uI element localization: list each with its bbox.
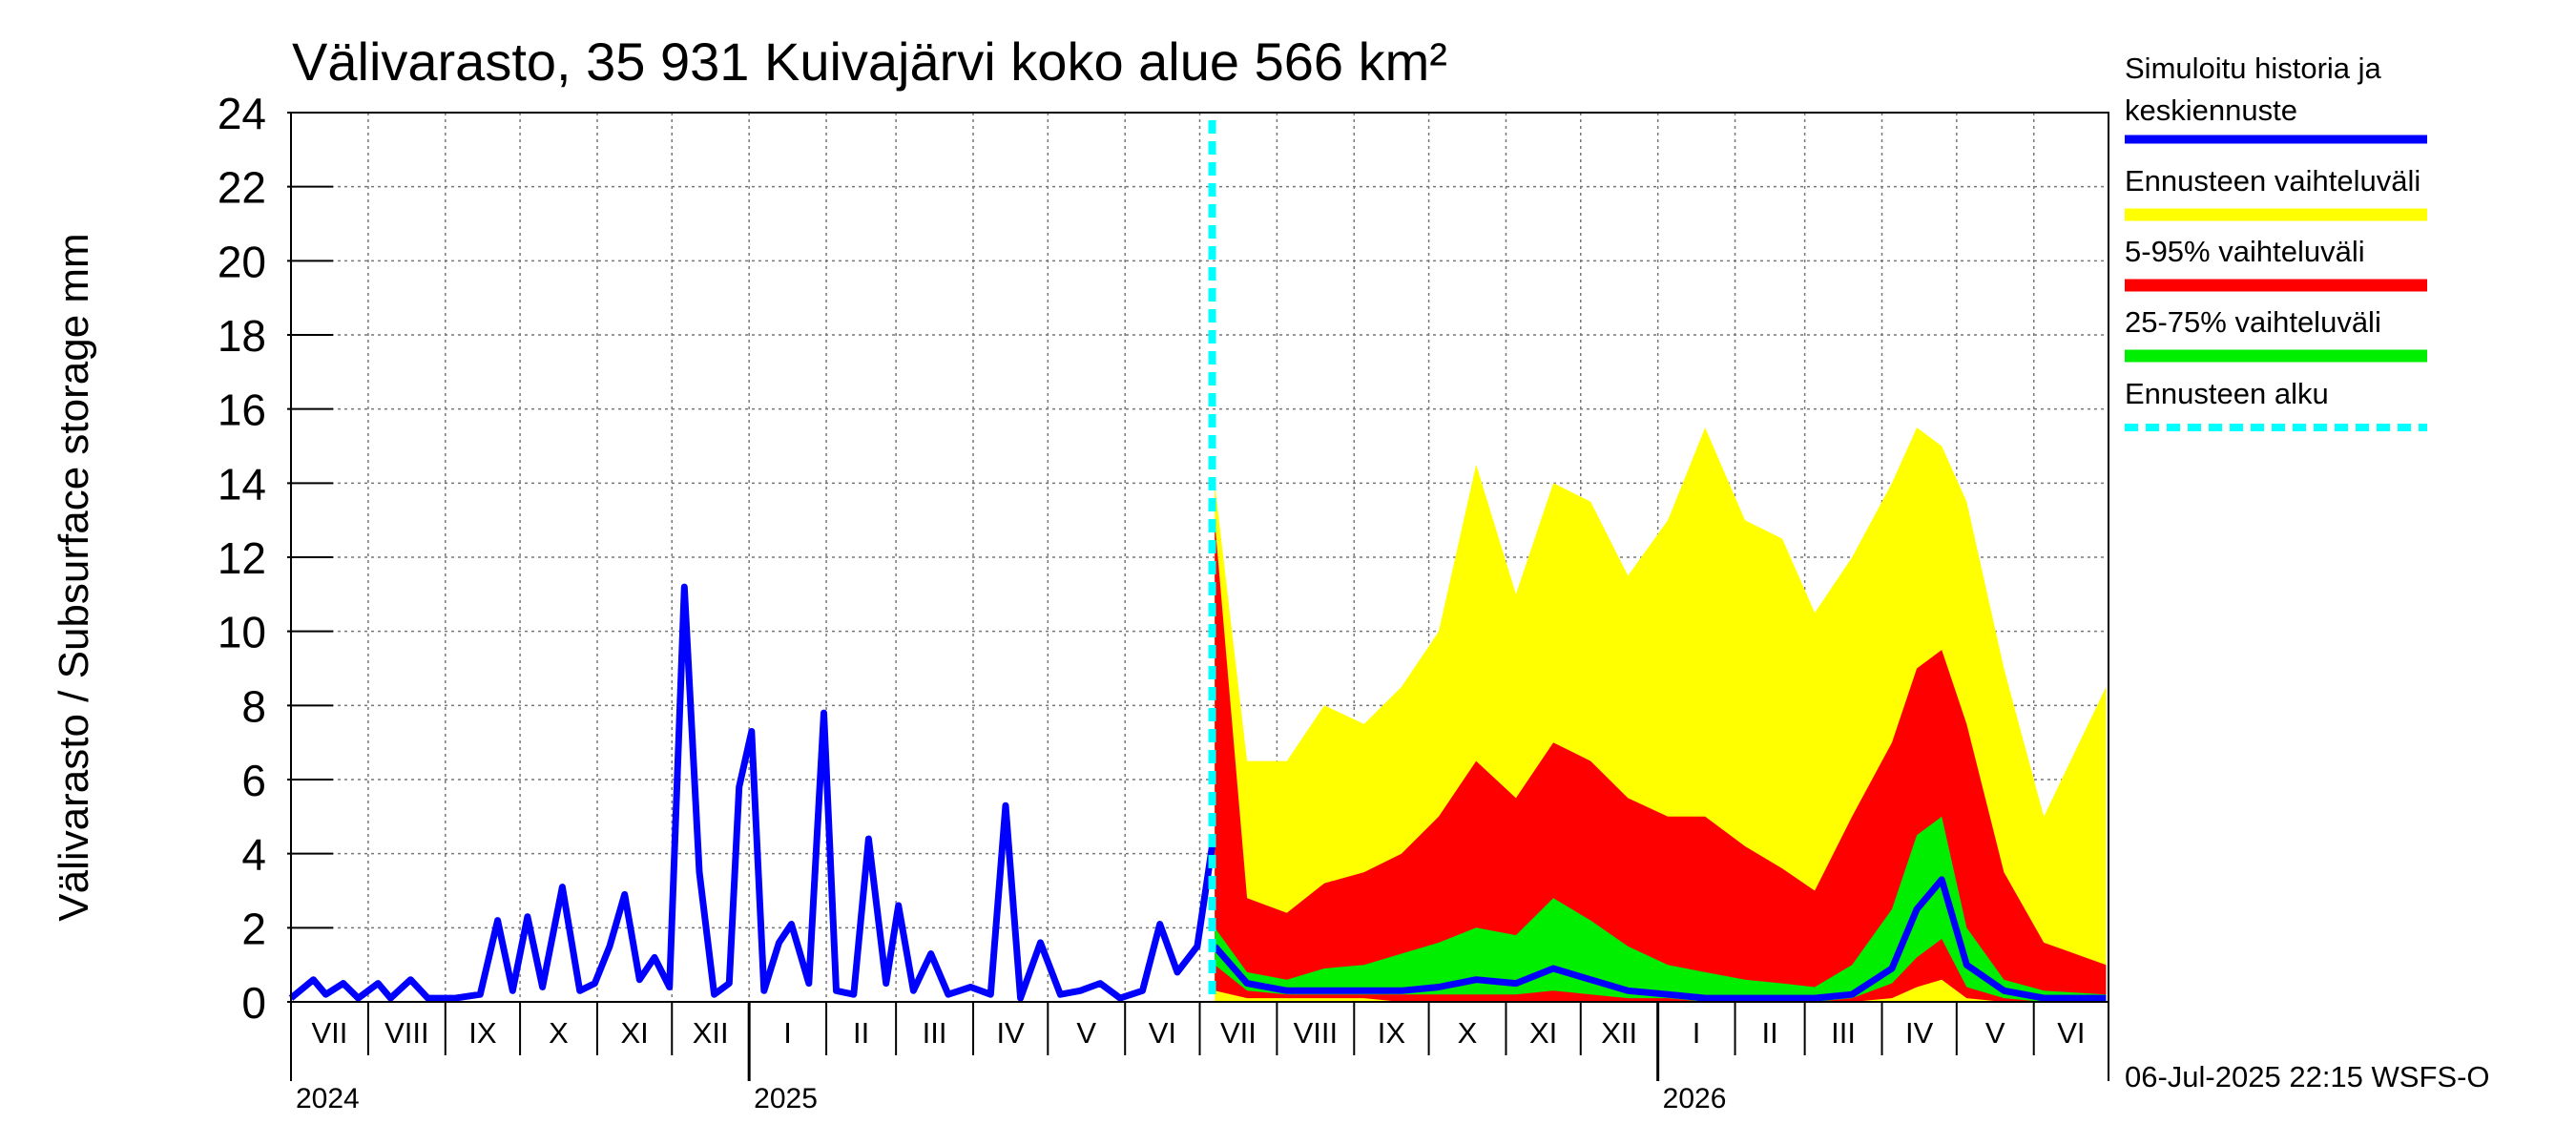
- month-label: III: [923, 1016, 947, 1050]
- month-label: IX: [1378, 1016, 1406, 1050]
- month-label: VI: [1149, 1016, 1176, 1050]
- y-tick-label: 22: [218, 163, 266, 213]
- month-label: II: [853, 1016, 869, 1050]
- legend-label: Ennusteen alku: [2125, 377, 2329, 410]
- legend-label: keskiennuste: [2125, 94, 2297, 127]
- month-label: IV: [1905, 1016, 1934, 1050]
- legend-label: 5-95% vaihteluväli: [2125, 235, 2365, 268]
- month-label: IX: [468, 1016, 497, 1050]
- month-label: III: [1831, 1016, 1856, 1050]
- month-label: XII: [1601, 1016, 1637, 1050]
- legend: Simuloitu historia ja keskiennuste Ennuste…: [2125, 52, 2427, 431]
- year-label: 2024: [296, 1083, 360, 1114]
- month-label: XI: [620, 1016, 648, 1050]
- legend-label: Simuloitu historia ja: [2125, 52, 2382, 85]
- month-label: V: [1076, 1016, 1096, 1050]
- plot-area: [288, 112, 2109, 1003]
- month-label: XI: [1529, 1016, 1557, 1050]
- y-tick-label: 2: [241, 904, 266, 953]
- y-tick-label: 8: [241, 681, 266, 731]
- forecast-5-95-area: [1215, 520, 2107, 1002]
- month-label: X: [1458, 1016, 1478, 1050]
- y-tick-label: 18: [218, 311, 266, 361]
- y-tick-label: 16: [218, 385, 266, 435]
- year-label: 2026: [1663, 1083, 1727, 1114]
- y-tick-label: 4: [241, 830, 266, 880]
- y-tick-label: 6: [241, 756, 266, 805]
- month-label: IV: [997, 1016, 1026, 1050]
- chart-title: Välivarasto, 35 931 Kuivajärvi koko alue…: [292, 31, 1447, 92]
- legend-label: 25-75% vaihteluväli: [2125, 305, 2381, 339]
- forecast-25-75-area: [1215, 816, 2107, 1002]
- y-tick-label: 0: [241, 978, 266, 1028]
- month-label: VIII: [1294, 1016, 1339, 1050]
- year-label: 2025: [754, 1083, 818, 1114]
- month-label: VIII: [384, 1016, 429, 1050]
- month-label: VII: [1220, 1016, 1257, 1050]
- month-label: VI: [2057, 1016, 2085, 1050]
- month-label: II: [1761, 1016, 1777, 1050]
- y-tick-label: 10: [218, 608, 266, 657]
- footer-timestamp: 06-Jul-2025 22:15 WSFS-O: [2125, 1060, 2490, 1093]
- y-axis-label: Välivarasto / Subsurface storage mm: [51, 233, 97, 921]
- y-tick-label: 20: [218, 237, 266, 286]
- y-tick-label: 12: [218, 533, 266, 583]
- month-label: I: [1693, 1016, 1701, 1050]
- y-tick-label: 24: [218, 89, 266, 138]
- history-line: [288, 583, 1215, 1002]
- forecast-median-line: [1212, 876, 2107, 1002]
- legend-label: Ennusteen vaihteluväli: [2125, 164, 2420, 198]
- y-tick-label: 14: [218, 459, 266, 509]
- month-label: V: [1985, 1016, 2005, 1050]
- month-label: I: [783, 1016, 792, 1050]
- month-label: X: [549, 1016, 569, 1050]
- month-label: XII: [693, 1016, 729, 1050]
- month-label: VII: [311, 1016, 347, 1050]
